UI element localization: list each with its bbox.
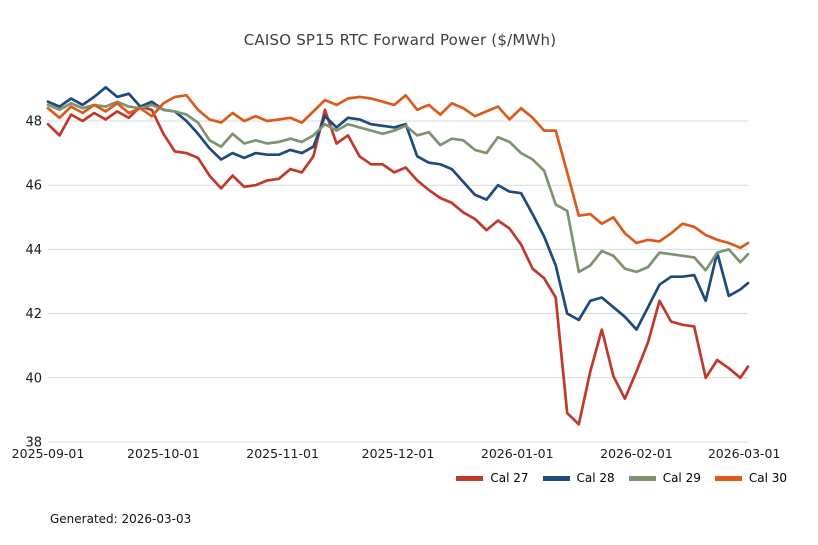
legend-item-cal-29: Cal 29 xyxy=(628,471,701,485)
legend-swatch-cal-28 xyxy=(542,475,570,481)
y-tick-label-40: 40 xyxy=(25,371,42,386)
y-tick-label-46: 46 xyxy=(25,179,42,194)
x-tick-label-2025-12-01: 2025-12-01 xyxy=(362,446,435,461)
series-line-cal-28 xyxy=(46,85,750,331)
y-tick-label-42: 42 xyxy=(25,307,42,322)
series-line-cal-30 xyxy=(46,93,750,250)
generated-timestamp: Generated: 2026-03-03 xyxy=(50,512,192,526)
y-tick-label-38: 38 xyxy=(25,436,42,451)
legend-label-cal-29: Cal 29 xyxy=(662,471,701,485)
y-tick-label-48: 48 xyxy=(25,115,42,130)
x-tick-label-2026-02-01: 2026-02-01 xyxy=(600,446,673,461)
y-tick-label-44: 44 xyxy=(25,243,42,258)
legend: Cal 27 Cal 28 Cal 29 Cal 30 xyxy=(456,471,787,485)
legend-swatch-cal-29 xyxy=(628,475,656,481)
chart-title: CAISO SP15 RTC Forward Power ($/MWh) xyxy=(243,31,557,49)
legend-label-cal-30: Cal 30 xyxy=(748,471,787,485)
x-tick-label-2025-09-01: 2025-09-01 xyxy=(12,446,85,461)
x-tick-label-2026-01-01: 2026-01-01 xyxy=(481,446,554,461)
x-tick-label-2026-03-01: 2026-03-01 xyxy=(708,446,781,461)
legend-item-cal-27: Cal 27 xyxy=(456,471,529,485)
legend-item-cal-28: Cal 28 xyxy=(542,471,615,485)
legend-label-cal-28: Cal 28 xyxy=(576,471,615,485)
series-line-cal-27 xyxy=(46,105,750,426)
x-tick-label-2025-10-01: 2025-10-01 xyxy=(127,446,200,461)
legend-swatch-cal-30 xyxy=(714,475,742,481)
series-line-cal-29 xyxy=(46,100,750,274)
legend-label-cal-27: Cal 27 xyxy=(490,471,529,485)
legend-item-cal-30: Cal 30 xyxy=(714,471,787,485)
x-tick-label-2025-11-01: 2025-11-01 xyxy=(246,446,319,461)
legend-swatch-cal-27 xyxy=(456,475,484,481)
